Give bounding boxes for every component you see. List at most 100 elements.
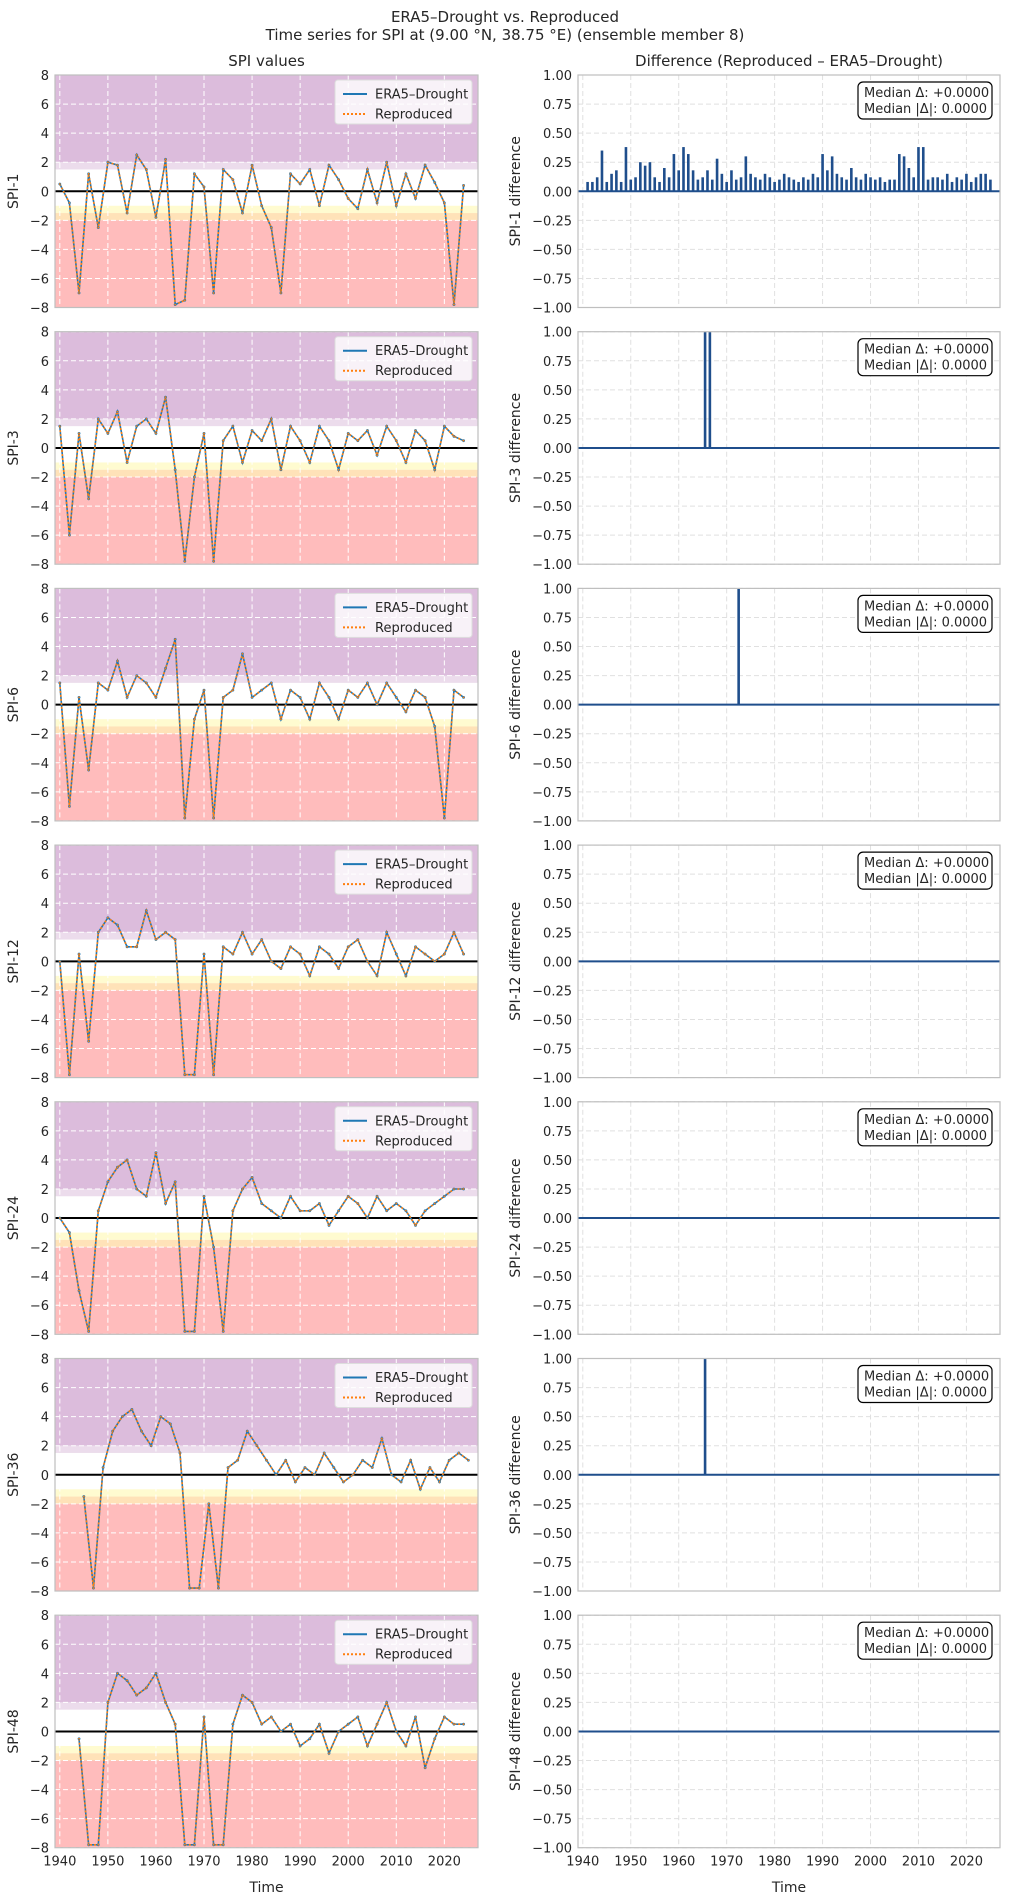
legend-reproduced-label: Reproduced [375,621,453,636]
reproduced-point [222,168,225,171]
reproduced-point [414,1716,417,1718]
left-x-axis-label: Time [248,1880,283,1896]
median-abs-delta-text: Median |Δ|: 0.0000 [864,1642,987,1657]
y-tick-label: −4 [30,757,49,772]
reproduced-point [356,696,359,699]
band-dry-moderate [55,1239,478,1248]
axes-frame [54,1357,479,1592]
reproduced-point [82,1495,85,1498]
difference-bar [984,173,987,192]
y-tick-label: −1.00 [532,1585,572,1600]
y-tick-label: 0.50 [543,641,572,656]
reproduced-point [68,201,71,204]
x-tick-label: 1940 [43,1855,76,1870]
reproduced-point [376,703,378,706]
y-tick-label: 2 [41,156,49,171]
y-tick-label: −0.50 [532,1270,572,1285]
reproduced-point [126,1679,129,1682]
reproduced-point [308,1209,311,1212]
reproduced-point [246,1430,249,1433]
reproduced-point [164,931,167,934]
reproduced-point [270,1209,273,1212]
reproduced-point [135,425,138,428]
reproduced-point [164,1202,167,1205]
difference-bar [811,173,815,192]
reproduced-point [164,396,167,398]
reproduced-point [78,953,80,955]
reproduced-point [385,161,388,164]
reproduced-point [462,184,465,187]
y-axis-label: SPI-48 [6,1709,22,1753]
reproduced-point [361,1459,364,1462]
axes-frame [577,587,1001,822]
reproduced-point [424,1766,427,1769]
reproduced-point [116,660,119,662]
reproduced-point [222,696,225,699]
reproduced-point [433,725,436,728]
reproduced-point [58,183,61,185]
reproduced-point [308,718,311,721]
reproduced-point [126,696,129,699]
reproduced-point [462,953,465,955]
reproduced-point [135,154,138,156]
reproduced-point [203,1716,205,1718]
difference-bar [686,154,690,192]
reproduced-point [212,1073,215,1076]
reproduced-point [145,681,148,684]
annotation-box [857,338,993,377]
difference-bar [643,165,647,192]
reproduced-point [68,534,71,537]
y-tick-label: −0.25 [532,214,572,229]
difference-bar [739,177,743,192]
band-dry-mild [55,1489,478,1497]
reproduced-point [390,1473,393,1476]
x-tick-label: 2010 [380,1855,413,1870]
reproduced-point [270,1716,273,1718]
x-tick-label: 1990 [284,1855,317,1870]
y-tick-label: 1.00 [543,1096,572,1111]
y-tick-label: 0 [41,955,49,970]
reproduced-point [78,292,80,294]
reproduced-point [280,967,282,970]
y-tick-label: −6 [30,1299,49,1314]
reproduced-point [183,1843,186,1846]
reproduced-point [318,204,321,207]
axes-frame [577,844,1001,1079]
difference-bar [703,331,707,448]
y-tick-label: 1.00 [543,839,572,854]
reproduced-point [212,817,215,819]
median-abs-delta-text: Median |Δ|: 0.0000 [864,615,987,630]
y-tick-label: 0.50 [543,1667,572,1682]
band-dry-severe [55,990,478,1078]
reproduced-point [145,1686,148,1689]
legend: ERA5–Drought Reproduced [334,1106,473,1152]
reproduced-point [457,1452,460,1454]
x-tick-label: 1970 [710,1855,743,1870]
legend-era5-label: ERA5–Drought [375,858,468,873]
reproduced-point [203,1195,205,1198]
y-tick-label: −2 [30,984,49,999]
y-tick-label: 8 [41,839,49,854]
reproduced-point [313,1473,316,1476]
y-tick-label: 2 [41,1183,49,1198]
y-tick-label: 4 [41,127,49,142]
band-dry-severe [55,733,478,821]
right-column-title: Difference (Reproduced – ERA5–Drought) [635,52,943,70]
x-tick-label: 2000 [854,1855,887,1870]
legend-box [334,1363,473,1408]
difference-bar [826,170,829,192]
panel-spi-1: ERA5–Drought Reproduced 8 6 4 2 0 −2 −4 −6 −8 SPI-1 [6,69,479,317]
y-tick-label: −0.25 [532,984,572,999]
legend-box [334,1619,473,1665]
axes-frame [54,74,479,309]
y-tick-label: −0.25 [532,471,572,486]
difference-bar [816,177,820,192]
reproduced-point [131,1408,133,1411]
y-axis-label: SPI-24 [6,1196,22,1240]
reproduced-point [58,1217,61,1219]
difference-bar [950,181,954,192]
reproduced-point [404,1745,407,1747]
difference-bar [802,177,805,192]
reproduced-point [97,1843,100,1846]
